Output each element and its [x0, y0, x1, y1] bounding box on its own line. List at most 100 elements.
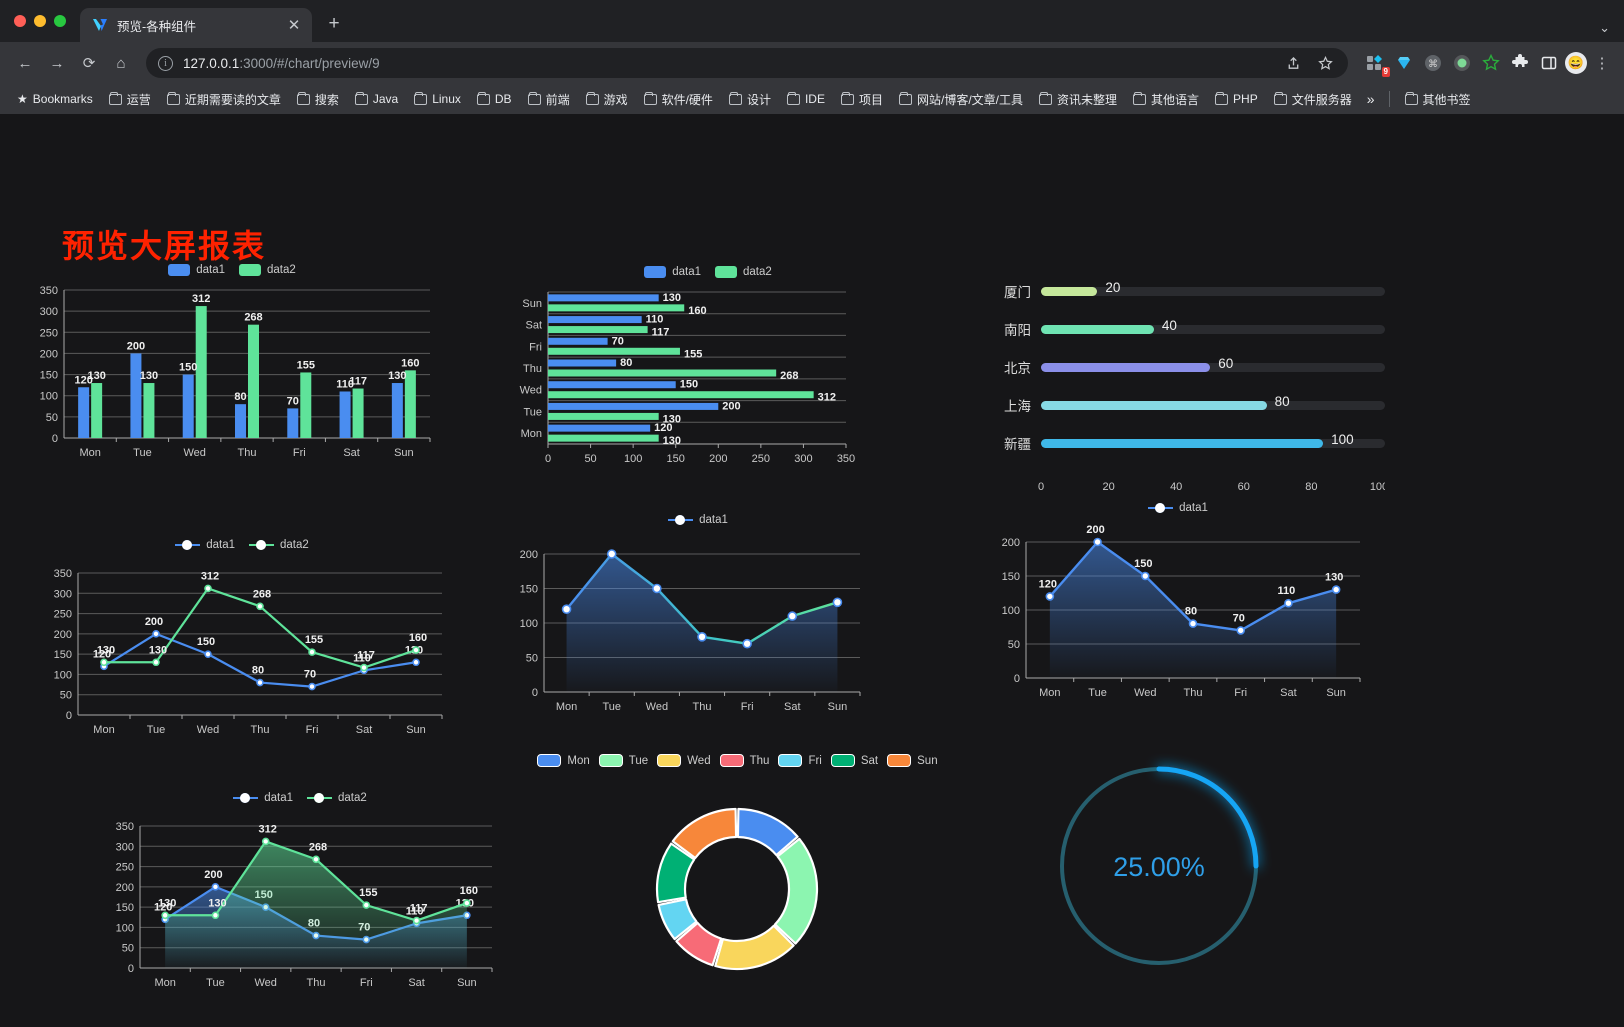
back-button[interactable]: ←: [17, 54, 33, 72]
legend-item-data2[interactable]: data2: [249, 539, 309, 551]
progress-value: 20: [1105, 279, 1121, 295]
address-bar[interactable]: i 127.0.0.1:3000/#/chart/preview/9: [146, 48, 1348, 78]
profile-avatar[interactable]: 😄: [1565, 52, 1587, 74]
bookmark-folder-15[interactable]: PHP: [1208, 89, 1265, 109]
legend-label-data1: data1: [196, 264, 225, 276]
forward-button[interactable]: →: [49, 54, 65, 72]
window-controls[interactable]: [10, 0, 80, 42]
home-button[interactable]: ⌂: [116, 54, 126, 72]
legend-item-sat[interactable]: Sat: [830, 754, 878, 767]
legend-item-mon[interactable]: Mon: [537, 754, 590, 767]
progress-row[interactable]: 上海 80: [985, 386, 1385, 424]
browser-menu-button[interactable]: ⋮: [1594, 55, 1610, 72]
browser-tab[interactable]: 预览-各种组件 ✕: [80, 8, 312, 42]
bookmark-folder-3[interactable]: Java: [348, 89, 405, 109]
legend-item-data1[interactable]: data1: [168, 264, 225, 276]
bookmark-folder-6[interactable]: 前端: [521, 88, 577, 111]
sidepanel-icon[interactable]: [1536, 50, 1562, 76]
maximize-window-button[interactable]: [54, 15, 66, 27]
legend-label-data2: data2: [338, 792, 367, 804]
share-icon[interactable]: [1278, 48, 1308, 78]
command-icon[interactable]: ⌘: [1420, 50, 1446, 76]
bookmark-folder-1[interactable]: 近期需要读的文章: [160, 88, 288, 111]
diamond-icon[interactable]: [1391, 50, 1417, 76]
new-tab-button[interactable]: +: [328, 13, 340, 34]
donut-slice-sun[interactable]: [671, 807, 738, 860]
star-outline-green-icon[interactable]: [1478, 50, 1504, 76]
bookmark-folder-13[interactable]: 资讯未整理: [1032, 88, 1124, 111]
legend-item-fri[interactable]: Fri: [778, 754, 822, 767]
bookmark-folder-2[interactable]: 搜索: [290, 88, 346, 111]
svg-text:350: 350: [40, 285, 58, 297]
folder-icon: [1133, 91, 1147, 105]
other-bookmarks-folder[interactable]: 其他书签: [1398, 88, 1478, 111]
bookmarks-overflow-button[interactable]: »: [1366, 91, 1375, 107]
legend-item-data2[interactable]: data2: [239, 264, 296, 276]
legend-item-tue[interactable]: Tue: [598, 754, 649, 767]
svg-text:Sun: Sun: [1326, 687, 1346, 699]
legend-item-data2[interactable]: data2: [307, 792, 367, 804]
svg-text:200: 200: [204, 869, 222, 881]
bookmark-folder-8[interactable]: 软件/硬件: [637, 88, 720, 111]
legend-item-data1[interactable]: data1: [175, 539, 235, 551]
bookmark-folder-11[interactable]: 项目: [834, 88, 890, 111]
bookmark-folder-12[interactable]: 网站/博客/文章/工具: [892, 88, 1030, 111]
donut-slice-fri[interactable]: [657, 898, 698, 941]
bookmark-folder-4[interactable]: Linux: [407, 89, 468, 109]
legend-item-data1[interactable]: data1: [644, 266, 701, 278]
svg-text:160: 160: [460, 885, 478, 897]
bookmark-folder-10[interactable]: IDE: [780, 89, 832, 109]
legend-item-wed[interactable]: Wed: [657, 754, 711, 767]
bookmark-folder-9[interactable]: 设计: [722, 88, 778, 111]
donut-plot[interactable]: [535, 775, 940, 1005]
progress-row[interactable]: 新疆 100: [985, 424, 1385, 462]
area-bottom-left-plot[interactable]: 0 50 100 150 200 250 300 350 Mon Tue Wed Thu Fri Sat S…: [90, 808, 510, 1003]
svg-text:130: 130: [149, 644, 167, 656]
svg-text:Mon: Mon: [1039, 687, 1060, 699]
progress-fill: [1041, 324, 1154, 334]
legend-area-bottom-left: data1 data2: [90, 792, 510, 804]
line-center-plot[interactable]: 0 50 100 150 200 Mon Tue Wed Thu Fri Sat Sun: [498, 532, 898, 722]
bookmark-folder-0[interactable]: 运营: [102, 88, 158, 111]
puzzle-icon[interactable]: [1507, 50, 1533, 76]
legend-item-data1[interactable]: data1: [668, 514, 728, 526]
bookmark-folder-16[interactable]: 文件服务器: [1267, 88, 1359, 111]
tab-strip: 预览-各种组件 ✕ + ⌄: [0, 0, 1624, 42]
extensions-grid-icon[interactable]: 9: [1362, 50, 1390, 77]
extensions-row: 9 ⌘ 😄 ⋮: [1358, 50, 1614, 77]
bookmark-folder-14[interactable]: 其他语言: [1126, 88, 1206, 111]
progress-row[interactable]: 厦门 20: [985, 272, 1385, 310]
bar-vertical-plot[interactable]: 050100150200250300350Mon120130Tue200130W…: [22, 280, 442, 470]
bookmark-folder-7[interactable]: 游戏: [579, 88, 635, 111]
legend-item-sun[interactable]: Sun: [887, 754, 938, 767]
area-right-plot[interactable]: 0 50 100 150 200 Mon Tue Wed Thu Fri Sat Sun 120 200 1…: [978, 520, 1378, 710]
donut-slice-wed[interactable]: [714, 924, 795, 971]
site-info-icon[interactable]: i: [158, 55, 173, 71]
reload-button[interactable]: ⟳: [82, 55, 96, 72]
legend-item-data1[interactable]: data1: [1148, 502, 1208, 514]
svg-text:160: 160: [409, 632, 427, 644]
bookmark-folder-5[interactable]: DB: [470, 89, 519, 109]
gauge-plot[interactable]: 25.00%: [1035, 742, 1285, 997]
bookmarks-root[interactable]: ★ Bookmarks: [10, 89, 100, 109]
legend-item-data1[interactable]: data1: [233, 792, 293, 804]
donut-slice-thu[interactable]: [675, 921, 723, 967]
donut-slice-mon[interactable]: [736, 807, 799, 857]
circle-green-icon[interactable]: [1449, 50, 1475, 76]
close-window-button[interactable]: [14, 15, 26, 27]
donut-slice-tue[interactable]: [773, 837, 819, 945]
legend-label-tue: Tue: [628, 754, 649, 767]
bookmark-star-icon[interactable]: [1310, 48, 1340, 78]
svg-text:80: 80: [1185, 606, 1197, 618]
chevron-down-icon[interactable]: ⌄: [1599, 20, 1610, 35]
donut-slice-sat[interactable]: [655, 842, 696, 904]
progress-row[interactable]: 南阳 40: [985, 310, 1385, 348]
minimize-window-button[interactable]: [34, 15, 46, 27]
legend-item-data2[interactable]: data2: [715, 266, 772, 278]
progress-row[interactable]: 北京 60: [985, 348, 1385, 386]
close-tab-button[interactable]: ✕: [287, 17, 301, 34]
legend-item-thu[interactable]: Thu: [719, 754, 769, 767]
line-left-plot[interactable]: 0 50 100 150 200 250 300 350 Mon Tue Wed Thu Fri Sat S…: [32, 555, 452, 750]
svg-text:50: 50: [526, 653, 538, 665]
